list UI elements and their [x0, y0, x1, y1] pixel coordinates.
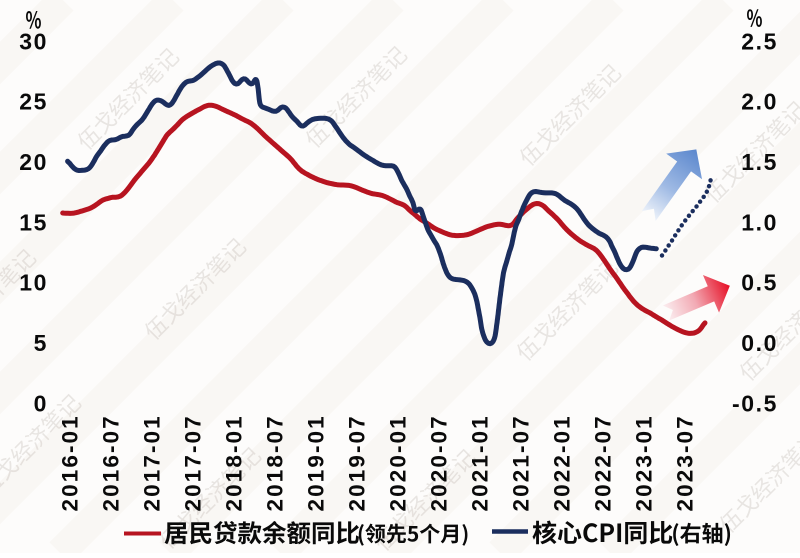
svg-text:0.0: 0.0: [741, 330, 778, 356]
svg-text:2016-01: 2016-01: [58, 414, 83, 511]
svg-text:5: 5: [34, 330, 48, 356]
svg-text:2021-07: 2021-07: [509, 414, 534, 511]
svg-text:2022-07: 2022-07: [591, 414, 616, 511]
svg-text:15: 15: [19, 209, 48, 235]
svg-text:2020-07: 2020-07: [427, 414, 452, 511]
svg-text:2023-01: 2023-01: [632, 414, 657, 511]
svg-text:2.5: 2.5: [741, 28, 778, 54]
svg-text:2017-07: 2017-07: [181, 414, 206, 511]
svg-text:20: 20: [19, 149, 48, 175]
svg-text:2023-07: 2023-07: [673, 414, 698, 511]
svg-text:30: 30: [19, 28, 48, 54]
svg-text:2021-01: 2021-01: [468, 414, 493, 511]
svg-text:2018-01: 2018-01: [222, 414, 247, 511]
svg-text:2017-01: 2017-01: [140, 414, 165, 511]
svg-text:10: 10: [19, 270, 48, 296]
svg-text:0: 0: [34, 390, 48, 416]
svg-text:2022-01: 2022-01: [550, 414, 575, 511]
svg-text:-0.5: -0.5: [732, 390, 778, 416]
svg-text:0.5: 0.5: [741, 270, 778, 296]
svg-text:2019-07: 2019-07: [345, 414, 370, 511]
svg-text:1.0: 1.0: [741, 209, 778, 235]
svg-text:2020-01: 2020-01: [386, 414, 411, 511]
svg-text:25: 25: [19, 89, 48, 115]
svg-text:2019-01: 2019-01: [304, 414, 329, 511]
svg-text:2.0: 2.0: [741, 89, 778, 115]
svg-text:2016-07: 2016-07: [99, 414, 124, 511]
svg-text:2018-07: 2018-07: [263, 414, 288, 511]
svg-text:1.5: 1.5: [741, 149, 778, 175]
